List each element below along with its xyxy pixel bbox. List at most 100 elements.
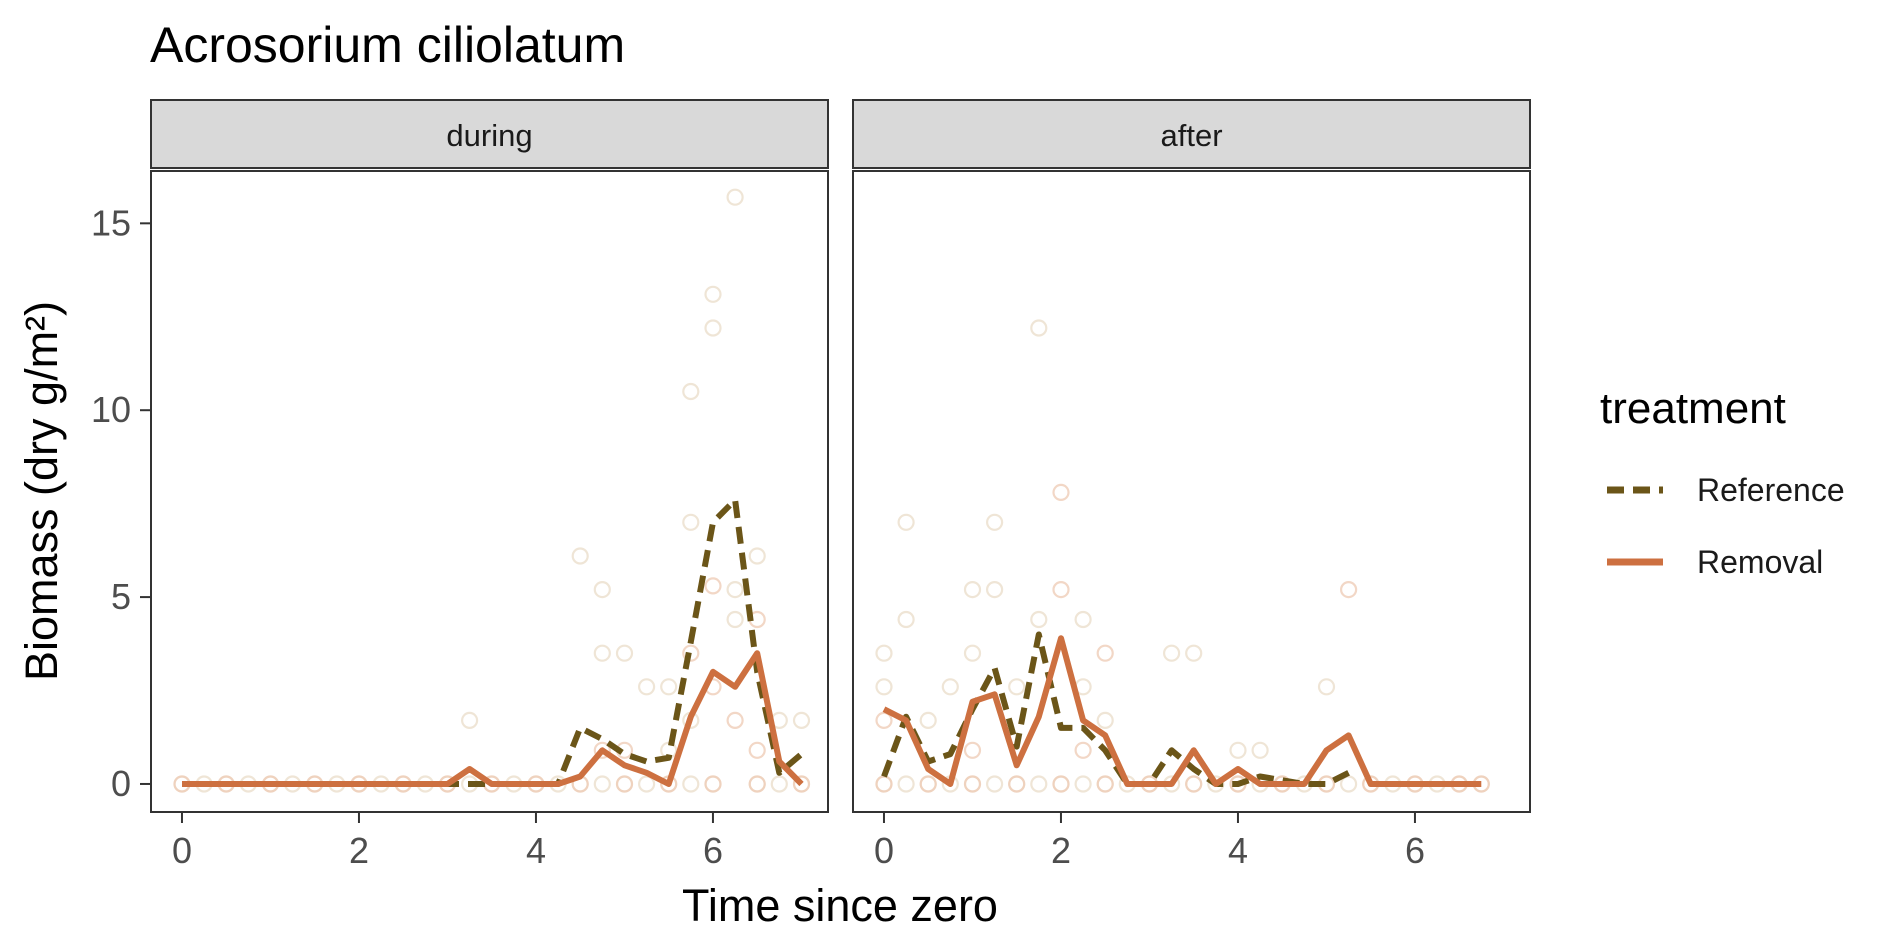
data-point-during-reference-5 [571,547,589,565]
data-point-during-reference-12 [660,678,678,696]
data-point-during-reference-16 [792,711,811,730]
data-point-after-removal-7 [875,775,893,793]
x-tick-label-after-6: 6 [1405,830,1425,871]
data-point-during-reference-1 [704,285,722,303]
data-point-after-reference-30 [1074,775,1092,793]
data-point-after-reference-6 [1030,610,1048,629]
data-point-during-reference-42 [682,775,700,793]
y-tick-label-0: 0 [111,763,131,804]
data-point-after-reference-1 [897,513,915,531]
strip-background-after [852,99,1531,169]
data-point-after-removal-5 [1074,741,1092,759]
panel-after: after [852,99,1531,813]
legend-label-removal: Removal [1697,544,1823,580]
data-point-after-reference-8 [875,644,893,662]
strip-label-after: after [1160,118,1222,153]
x-tick-label-during-6: 6 [703,830,723,871]
data-point-after-reference-26 [985,775,1004,793]
data-point-during-reference-7 [593,580,611,599]
data-point-after-reference-2 [985,513,1004,531]
data-point-after-removal-4 [875,711,893,730]
data-point-after-reference-20 [919,711,937,730]
data-point-during-reference-15 [461,711,479,730]
data-point-during-reference-8 [726,580,744,599]
series-line-during-removal [182,650,804,787]
panel-border-during [150,170,829,813]
data-point-during-reference-38 [593,775,611,793]
data-point-during-removal-5 [593,741,611,759]
points-after [875,319,1490,793]
legend-title: treatment [1600,384,1786,433]
x-axis-title: Time since zero [682,880,998,931]
data-point-during-reference-4 [682,513,700,531]
data-point-after-removal-2 [1339,580,1358,599]
data-point-during-removal-0 [704,577,722,595]
x-tick-label-after-0: 0 [874,830,894,871]
data-point-during-reference-40 [637,775,656,793]
data-point-after-removal-10 [1008,775,1026,793]
x-tick-label-after-2: 2 [1051,830,1071,871]
data-point-after-reference-15 [941,678,959,696]
data-point-after-reference-5 [897,610,915,629]
strip-label-during: during [446,118,532,153]
data-point-after-reference-13 [1185,644,1203,662]
data-point-after-removal-0 [1052,483,1070,501]
data-point-after-reference-7 [1074,610,1092,629]
legend: treatment Reference Removal [1600,384,1845,580]
data-point-after-reference-16 [1096,711,1114,730]
data-point-after-reference-18 [1251,741,1269,759]
data-point-after-reference-19 [1317,678,1336,696]
panel-border-after [852,170,1531,813]
data-point-during-removal-18 [615,775,634,793]
data-point-during-reference-10 [615,644,634,662]
chart-title: Acrosorium ciliolatum [150,17,625,73]
data-point-after-reference-42 [1339,775,1358,793]
y-axis: 0 5 10 15 [91,202,151,804]
data-point-after-reference-4 [985,580,1004,599]
x-tick-label-during-0: 0 [172,830,192,871]
data-point-after-removal-1 [1052,580,1070,599]
data-point-after-removal-6 [963,741,982,759]
data-point-after-removal-14 [1185,775,1203,793]
data-point-after-reference-22 [897,775,915,793]
data-point-after-reference-0 [1030,319,1048,337]
strip-background-during [150,99,829,169]
data-point-after-reference-28 [1030,775,1048,793]
data-point-during-reference-9 [593,644,611,662]
data-point-after-reference-14 [875,678,893,696]
data-point-after-removal-12 [1096,775,1114,793]
x-axis: 0 2 4 6 0 2 4 6 [172,812,1425,871]
data-point-after-reference-3 [963,580,982,599]
panel-during: during [150,99,829,813]
data-point-after-removal-11 [1052,775,1070,793]
data-point-after-removal-9 [963,775,982,793]
data-point-during-reference-45 [770,775,788,793]
series-line-after-removal [882,635,1482,787]
y-tick-label-10: 10 [91,389,131,430]
lines-during [182,496,804,787]
data-point-during-reference-11 [637,678,656,696]
data-point-during-removal-7 [748,741,766,759]
data-point-during-removal-3 [726,711,744,730]
x-tick-label-during-2: 2 [349,830,369,871]
data-point-during-removal-2 [682,644,700,662]
x-tick-label-during-4: 4 [526,830,546,871]
data-point-after-removal-8 [919,775,937,793]
x-tick-label-after-4: 4 [1228,830,1248,871]
data-point-during-reference-3 [682,382,700,401]
data-point-after-reference-36 [1207,775,1225,793]
data-point-after-reference-17 [1229,741,1247,759]
data-point-during-reference-0 [726,188,744,206]
series-line-during-reference [182,496,804,787]
data-point-after-reference-10 [1008,678,1026,696]
data-point-after-removal-3 [1096,644,1114,662]
lines-after [881,631,1482,787]
legend-label-reference: Reference [1697,472,1845,508]
data-point-during-removal-22 [792,775,811,793]
data-point-after-reference-12 [1162,644,1181,662]
y-tick-label-15: 15 [91,202,131,243]
points-during [173,188,811,793]
data-point-during-reference-13 [726,610,744,629]
data-point-during-reference-2 [704,319,722,337]
